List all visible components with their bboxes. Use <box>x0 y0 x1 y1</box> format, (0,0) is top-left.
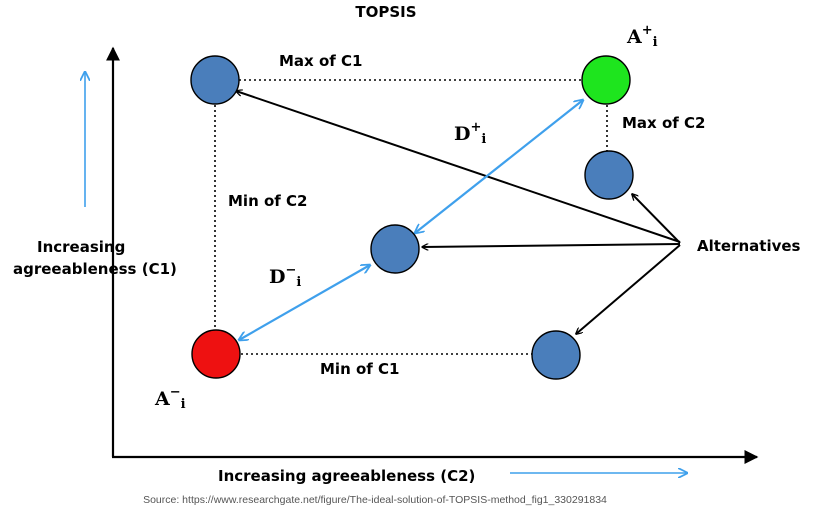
diagram-title: TOPSIS <box>355 3 416 21</box>
min-c2-label: Min of C2 <box>228 192 307 210</box>
distance-positive-label: D+i <box>454 120 486 147</box>
x-axis-label: Increasing agreeableness (C2) <box>218 467 475 485</box>
alternative-circle-right <box>584 150 634 200</box>
alternative-circle-middle <box>370 224 420 274</box>
alternatives-label: Alternatives <box>697 237 801 255</box>
source-caption: Source: https://www.researchgate.net/fig… <box>143 494 607 506</box>
y-axis-label-line2: agreeableness (C1) <box>13 260 177 278</box>
min-c1-label: Min of C1 <box>320 360 399 378</box>
max-c2-label: Max of C2 <box>622 114 705 132</box>
ideal-positive-circle <box>581 55 631 105</box>
max-c1-label: Max of C1 <box>279 52 362 70</box>
ideal-negative-label: A−i <box>154 385 186 412</box>
distance-negative-label: D−i <box>269 263 301 290</box>
distance-positive-arrow <box>415 100 583 233</box>
alternatives-arrow-bottom <box>576 244 681 334</box>
alternative-circle-bottom-right <box>531 330 581 380</box>
distance-negative-arrow <box>239 265 370 340</box>
alternatives-arrow-middle <box>422 243 681 247</box>
alternatives-arrow-right <box>632 194 681 244</box>
ideal-positive-label: A+i <box>626 23 658 50</box>
y-axis-label-line1: Increasing <box>37 238 125 256</box>
alternative-circle-top-left <box>190 55 240 105</box>
ideal-negative-circle <box>191 329 241 379</box>
